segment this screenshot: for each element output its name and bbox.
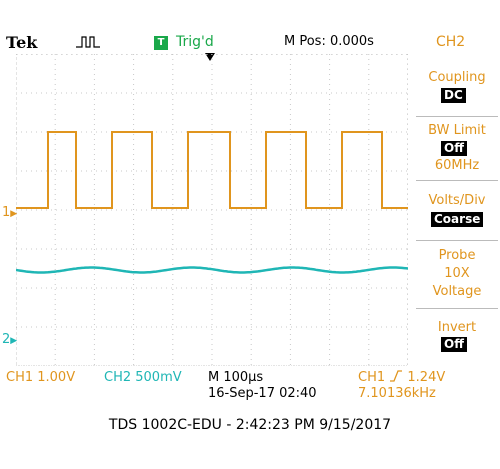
- ch2-scale: CH2 500mV: [104, 370, 182, 385]
- bw-limit-value[interactable]: Off: [441, 141, 467, 156]
- timebase: M 100µs: [208, 370, 264, 385]
- trigger-readout: CH1 1.24V: [358, 370, 445, 385]
- invert-label: Invert: [437, 320, 477, 335]
- brand-logo: Tek: [6, 33, 38, 52]
- trigger-source: CH1: [358, 370, 386, 385]
- volts-div-label: Volts/Div: [428, 193, 486, 208]
- pulse-icon: [76, 36, 100, 48]
- menu-separator: [416, 180, 498, 181]
- graticule: [16, 54, 408, 366]
- probe-unit: Voltage: [432, 284, 482, 299]
- bw-limit-label: BW Limit: [428, 123, 486, 138]
- coupling-value[interactable]: DC: [441, 88, 466, 103]
- m-pos-readout: M Pos: 0.000s: [284, 34, 374, 49]
- menu-channel-title: CH2: [436, 34, 466, 50]
- coupling-label: Coupling: [428, 70, 486, 85]
- menu-separator: [416, 116, 498, 117]
- trigger-badge: T: [154, 36, 168, 50]
- menu-separator: [416, 240, 498, 241]
- probe-value[interactable]: 10X: [444, 266, 470, 281]
- bw-limit-freq: 60MHz: [434, 158, 480, 173]
- menu-separator: [416, 308, 498, 309]
- datetime: 16-Sep-17 02:40: [208, 386, 317, 401]
- trigger-state: Trig'd: [176, 34, 214, 50]
- ch2-waveform: [16, 266, 408, 274]
- top-bar: [0, 0, 500, 38]
- ch2-marker: 2▶: [2, 332, 18, 347]
- footer-caption: TDS 1002C-EDU - 2:42:23 PM 9/15/2017: [108, 417, 392, 433]
- trigger-level: 1.24V: [407, 370, 446, 385]
- waveform-screen: [16, 54, 408, 366]
- ch1-marker: 1▶: [2, 205, 18, 220]
- side-menu: Coupling DC BW Limit Off 60MHz Volts/Div…: [414, 54, 500, 366]
- ch1-waveform: [16, 131, 408, 209]
- probe-label: Probe: [438, 248, 476, 263]
- volts-div-value[interactable]: Coarse: [431, 212, 484, 227]
- frequency-readout: 7.10136kHz: [358, 386, 436, 401]
- invert-value[interactable]: Off: [441, 337, 467, 352]
- ch1-scale: CH1 1.00V: [6, 370, 76, 385]
- rising-edge-icon: [390, 370, 403, 382]
